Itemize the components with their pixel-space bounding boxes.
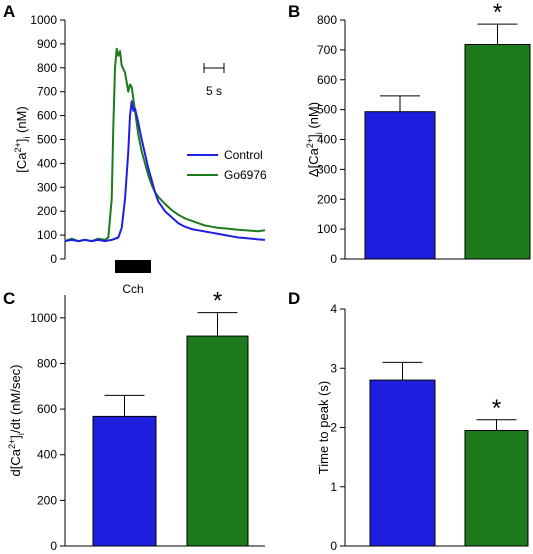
panel-c-y-tick-label: 200	[37, 493, 57, 507]
panel-b-y-title-part: ]	[306, 134, 321, 138]
panel-c-bar-go6976	[186, 335, 249, 547]
panel-b-y-tick-label: 300	[317, 162, 337, 176]
panel-c-significance-marker: *	[213, 288, 222, 315]
panel-d-y-tick-label: 3	[330, 361, 337, 375]
panel-c-y-title-part: ]	[8, 435, 23, 439]
panel-a-y-tick-label: 500	[37, 133, 57, 147]
panel-a-y-tick-label: 900	[37, 37, 57, 51]
panel-c: C 0 200 400 600 800 1000 d[Ca2+]i/dt (nM/sec) *	[3, 288, 265, 553]
panel-a-letter: A	[3, 2, 15, 21]
panel-c-y-tick-label: 1000	[30, 311, 57, 325]
panel-a-series-go6976	[64, 47, 266, 243]
panel-a-y-title-part: (nM)	[14, 106, 29, 136]
panel-d-y-axis-title: Time to peak (s)	[316, 381, 331, 474]
panel-a-y-title-superscript: 2+	[13, 142, 23, 152]
panel-b-y-tick-label: 400	[317, 133, 337, 147]
panel-a-y-title-part: [Ca	[14, 152, 29, 173]
panel-a-stimulus-bar	[115, 260, 151, 273]
panel-a-y-title-part: ]	[14, 139, 29, 143]
panel-a-y-tick-label: 1000	[30, 13, 57, 27]
panel-a-stimulus-label: Cch	[122, 282, 143, 296]
panel-c-y-tick-label: 600	[37, 402, 57, 416]
panel-b-y-title-superscript: 2+	[305, 138, 315, 148]
panel-d: D 0 1 2 3 4 Time to peak (s) *	[288, 289, 529, 553]
panel-b-y-tick-label: 500	[317, 103, 337, 117]
panel-d-y-tick-label: 0	[330, 539, 337, 553]
panel-c-y-axis-title: d[Ca2+]i/dt (nM/sec)	[7, 365, 26, 477]
panel-a-y-tick-label: 800	[37, 61, 57, 75]
panel-b-y-tick-label: 0	[330, 252, 337, 266]
panel-b-significance-marker: *	[493, 0, 502, 26]
panel-c-y-title-subscript: i	[16, 433, 26, 435]
panel-a-legend-label-go6976: Go6976	[224, 168, 267, 182]
panel-a-y-tick-label: 100	[37, 228, 57, 242]
panel-c-bar-control	[92, 415, 157, 547]
panel-b-y-title-part: Δ[Ca	[306, 147, 321, 177]
panel-a-y-tick-label: 200	[37, 204, 57, 218]
panel-d-y-tick-label: 2	[330, 421, 337, 435]
panel-b-y-tick-label: 600	[317, 73, 337, 87]
panel-a-y-tick-label: 700	[37, 85, 57, 99]
panel-d-bar-control	[369, 379, 436, 547]
panel-a-y-tick-label: 0	[50, 252, 57, 266]
panel-c-letter: C	[3, 289, 15, 308]
panel-d-bar-go6976	[464, 429, 529, 547]
panel-b-y-tick-label: 200	[317, 192, 337, 206]
panel-d-y-title-text: Time to peak (s)	[316, 381, 331, 474]
panel-b-y-axis-title: Δ[Ca2+]i (nM)	[305, 102, 324, 177]
panel-b-letter: B	[288, 2, 300, 21]
panel-b-bar-control	[364, 111, 436, 260]
panel-a-y-tick-label: 400	[37, 156, 57, 170]
panel-c-y-tick-label: 400	[37, 448, 57, 462]
panel-d-letter: D	[288, 289, 300, 308]
panel-a-y-tick-label: 600	[37, 109, 57, 123]
panel-a-scale-bar-label: 5 s	[206, 84, 222, 98]
panel-a-y-tick-label: 300	[37, 180, 57, 194]
panel-a-series-control	[64, 100, 266, 243]
panel-b-y-title-part: (nM)	[306, 102, 321, 132]
panel-c-y-title-superscript: 2+	[7, 439, 17, 449]
panel-a-legend-label-control: Control	[224, 148, 263, 162]
panel-a: A 0 100 200 300 400 500 600 700 800 900 1000 [Ca2+]i…	[3, 2, 267, 296]
panel-d-y-tick-label: 4	[330, 302, 337, 316]
panel-d-y-tick-label: 1	[330, 480, 337, 494]
panel-b-bar-go6976	[464, 43, 531, 260]
panel-b: B 0 100 200 300 400 500 600 700 800 Δ[Ca2+]i (nM) *	[288, 0, 531, 266]
panel-d-significance-marker: *	[492, 395, 501, 422]
panel-c-y-title-part: /dt (nM/sec)	[8, 365, 23, 434]
panel-b-y-title-subscript: i	[314, 132, 324, 134]
panel-a-y-title-subscript: i	[22, 137, 32, 139]
panel-a-y-axis-title: [Ca2+]i (nM)	[13, 106, 32, 172]
panel-b-y-tick-label: 800	[317, 13, 337, 27]
panel-c-y-tick-label: 0	[50, 539, 57, 553]
panel-b-y-tick-label: 100	[317, 222, 337, 236]
panel-b-y-tick-label: 700	[317, 43, 337, 57]
panel-c-y-tick-label: 800	[37, 356, 57, 370]
panel-c-y-title-part: d[Ca	[8, 448, 23, 476]
